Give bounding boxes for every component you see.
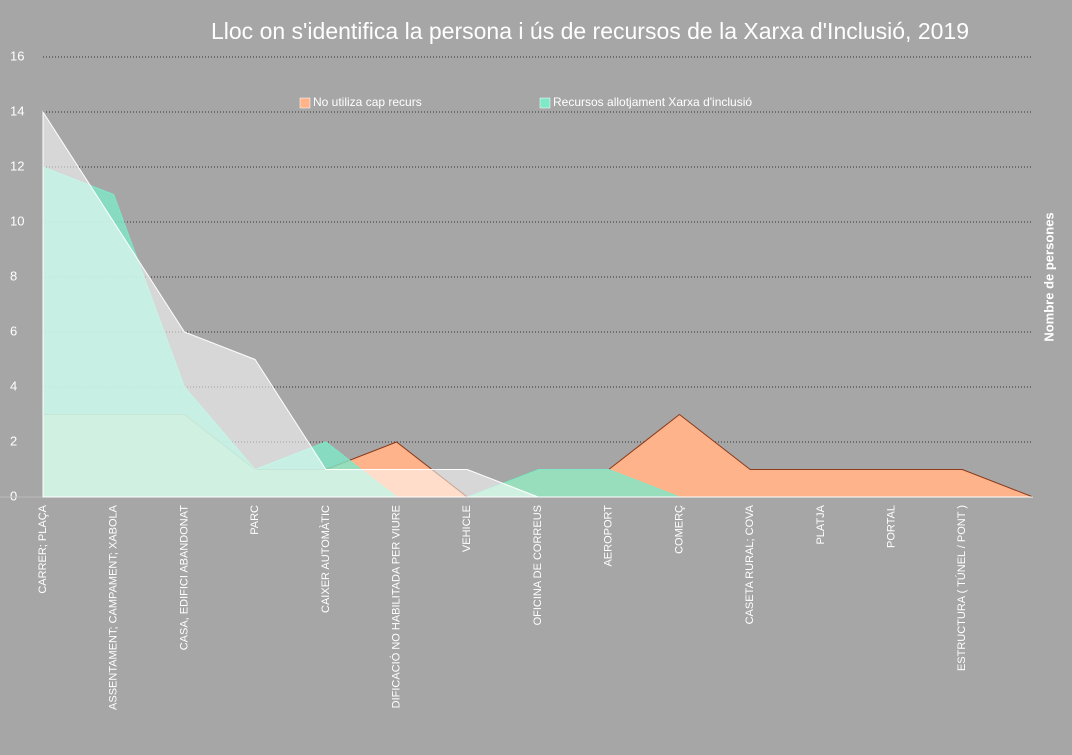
x-tick-label: VEHICLE — [461, 505, 473, 552]
x-tick-label: CASA, EDIFICI ABANDONAT — [178, 505, 190, 651]
x-tick-label: CASETA RURAL; COVA — [744, 504, 756, 624]
legend-swatch — [539, 97, 551, 109]
y-tick-label: 16 — [10, 48, 24, 63]
y-tick-label: 2 — [10, 433, 17, 448]
y-tick-label: 0 — [10, 488, 17, 503]
legend-label: No utiliza cap recurs — [313, 95, 422, 109]
x-tick-label: PORTAL — [885, 505, 897, 548]
x-tick-label: PLATJA — [815, 504, 827, 544]
y-axis-label: Nombre de persones — [1041, 212, 1056, 341]
x-tick-label: CAIXER AUTOMÀTIC — [319, 505, 332, 613]
legend-swatch — [299, 97, 311, 109]
x-tick-label: PARC — [249, 505, 261, 535]
x-tick-label: DIFICACIÓ NO HABILITADA PER VIURE — [389, 505, 402, 708]
x-tick-label: AEROPORT — [603, 505, 615, 567]
x-tick-label: ASSENTAMENT; CAMPAMENT; XABOLA — [108, 504, 120, 710]
chart-title: Lloc on s'identifica la persona i ús de … — [211, 18, 969, 44]
y-tick-label: 10 — [10, 213, 24, 228]
legend-label: Recursos allotjament Xarxa d'inclusió — [553, 95, 752, 109]
y-tick-label: 8 — [10, 268, 17, 283]
x-tick-label: OFICINA DE CORREUS — [532, 505, 544, 625]
x-tick-label: ESTRUCTURA ( TÚNEL / PONT ) — [955, 505, 968, 671]
area — [42, 110, 1033, 498]
y-tick-label: 12 — [10, 158, 24, 173]
y-tick-label: 14 — [10, 103, 24, 118]
y-tick-label: 4 — [10, 378, 17, 393]
x-tick-label: COMERÇ — [673, 505, 685, 554]
x-tick-label: CARRER; PLAÇA — [37, 504, 49, 593]
y-tick-label: 6 — [10, 323, 17, 338]
